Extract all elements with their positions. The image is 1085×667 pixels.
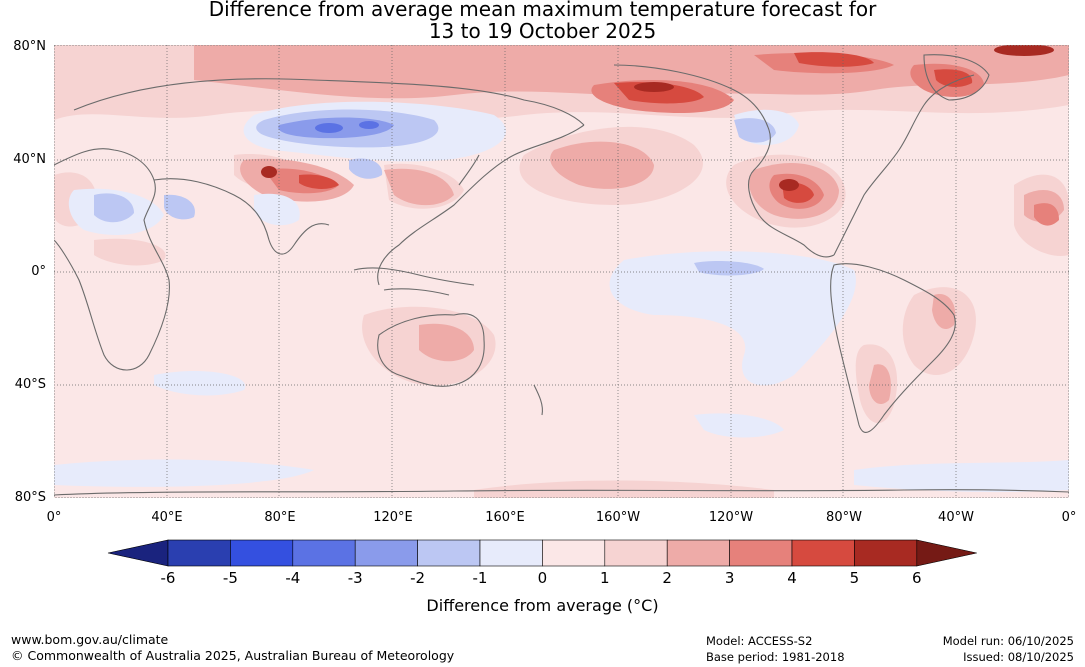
colorbar-segment — [791, 539, 855, 567]
colorbar-segment — [542, 539, 606, 567]
colorbar-tick-label: 3 — [724, 569, 735, 587]
colorbar-extend-low — [107, 539, 169, 567]
colorbar-tick-label: -5 — [222, 569, 238, 587]
lat-label-0: 0° — [31, 264, 46, 279]
colorbar-label: Difference from average (°C) — [426, 596, 659, 615]
map-title: Difference from average mean maximum tem… — [0, 0, 1085, 42]
colorbar-tick-label: 4 — [787, 569, 797, 587]
footer-model-run: Model run: 06/10/2025 — [942, 634, 1074, 648]
colorbar-tick-label: 6 — [912, 569, 922, 587]
footer-copyright: © Commonwealth of Australia 2025, Austra… — [11, 648, 455, 663]
lat-label-40s: 40°S — [14, 377, 46, 392]
lon-label-40e: 40°E — [151, 510, 183, 525]
lon-label-0: 0° — [46, 510, 62, 525]
colorbar-tick-label: -2 — [410, 569, 426, 587]
colorbar-tick-label: -4 — [285, 569, 301, 587]
lon-label-80w: 80°W — [826, 510, 862, 525]
coastlines — [54, 54, 1069, 496]
colorbar-segment — [604, 539, 668, 567]
lon-label-160w: 160°W — [595, 510, 641, 525]
colorbar-segment — [167, 539, 231, 567]
colorbar-tick-label: -1 — [472, 569, 488, 587]
anomaly-band-minus4tominus3 — [315, 121, 379, 133]
colorbar-segment — [666, 539, 730, 567]
footer-website: www.bom.gov.au/climate — [11, 632, 169, 647]
colorbar-segment — [417, 539, 481, 567]
colorbar-segment — [729, 539, 793, 567]
colorbar-segment — [479, 539, 543, 567]
colorbar-segment — [292, 539, 356, 567]
lon-label-80e: 80°E — [264, 510, 296, 525]
colorbar-extend-high — [916, 539, 977, 567]
colorbar-tick-label: -3 — [347, 569, 363, 587]
footer-model: Model: ACCESS-S2 — [706, 634, 813, 648]
colorbar-segment — [230, 539, 294, 567]
colorbar-tick-label: -6 — [160, 569, 176, 587]
colorbar-tick-label: 1 — [600, 569, 610, 587]
lat-label-80s: 80°S — [14, 490, 46, 505]
anomaly-band-5to6 — [261, 45, 1054, 191]
footer-base-period: Base period: 1981-2018 — [706, 650, 845, 664]
colorbar-segment — [354, 539, 418, 567]
lon-label-120w: 120°W — [708, 510, 754, 525]
colorbar-tick-label: 2 — [662, 569, 672, 587]
lat-label-80n: 80°N — [13, 39, 46, 54]
lon-label-0-east: 0° — [1061, 510, 1077, 525]
map-background — [54, 45, 1069, 498]
anomaly-map — [54, 45, 1069, 498]
lon-label-120e: 120°E — [373, 510, 413, 525]
lon-label-160e: 160°E — [485, 510, 525, 525]
graticule — [54, 45, 1069, 498]
colorbar-tick-label: 0 — [537, 569, 548, 587]
anomaly-map-graphic — [54, 45, 1069, 498]
map-frame — [54, 45, 1069, 498]
colorbar-tick-label: 5 — [849, 569, 860, 587]
footer-issued: Issued: 08/10/2025 — [963, 650, 1074, 664]
colorbar-segment — [854, 539, 918, 567]
lat-label-40n: 40°N — [13, 152, 46, 167]
lon-label-40w: 40°W — [938, 510, 974, 525]
title-line-1: Difference from average mean maximum tem… — [208, 0, 877, 21]
anomaly-band-minus2tominus1 — [94, 109, 776, 276]
title-line-2: 13 to 19 October 2025 — [428, 19, 657, 43]
colorbar-graphic — [107, 539, 977, 567]
